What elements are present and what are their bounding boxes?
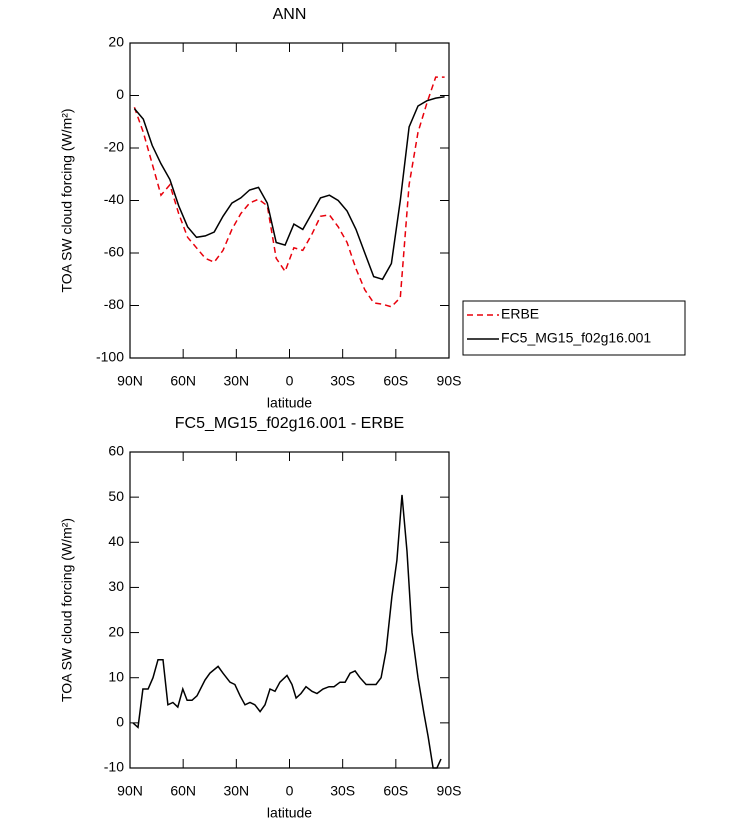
x-tick-label: 90N [117, 783, 143, 799]
data-line [132, 494, 442, 769]
x-axis-label: latitude [267, 805, 312, 821]
y-tick-label: 20 [108, 34, 124, 50]
x-tick-label: 90S [437, 373, 462, 389]
y-tick-label: 60 [108, 443, 124, 459]
x-tick-label: 30S [330, 373, 355, 389]
legend-label: ERBE [501, 306, 539, 322]
y-tick-label: -40 [104, 191, 124, 207]
x-tick-label: 0 [286, 783, 294, 799]
y-tick-label: -100 [96, 349, 124, 365]
y-tick-label: -60 [104, 244, 124, 260]
x-tick-label: 0 [286, 373, 294, 389]
x-tick-label: 30S [330, 783, 355, 799]
chart-title: ANN [273, 6, 307, 23]
y-tick-label: -80 [104, 296, 124, 312]
x-tick-label: 60N [170, 373, 196, 389]
y-tick-label: -20 [104, 139, 124, 155]
x-axis-label: latitude [267, 395, 312, 411]
x-tick-label: 60N [170, 783, 196, 799]
x-tick-label: 30N [223, 373, 249, 389]
legend-box [462, 300, 686, 356]
y-tick-label: 0 [116, 86, 124, 102]
y-tick-label: 30 [108, 578, 124, 594]
x-tick-label: 90N [117, 373, 143, 389]
y-tick-label: -10 [104, 759, 124, 775]
y-tick-label: 10 [108, 668, 124, 684]
y-tick-label: 40 [108, 533, 124, 549]
chart-title: FC5_MG15_f02g16.001 - ERBE [175, 415, 404, 432]
x-tick-label: 30N [223, 783, 249, 799]
y-axis-label: TOA SW cloud forcing (W/m²) [59, 108, 75, 292]
x-tick-label: 60S [383, 373, 408, 389]
data-line [133, 76, 445, 308]
legend-label: FC5_MG15_f02g16.001 [501, 330, 651, 346]
data-line [133, 96, 445, 281]
x-tick-label: 60S [383, 783, 408, 799]
y-axis-label: TOA SW cloud forcing (W/m²) [59, 518, 75, 702]
y-tick-label: 0 [116, 714, 124, 730]
plot-frame [129, 42, 450, 359]
x-tick-label: 90S [437, 783, 462, 799]
y-tick-label: 20 [108, 623, 124, 639]
y-tick-label: 50 [108, 488, 124, 504]
